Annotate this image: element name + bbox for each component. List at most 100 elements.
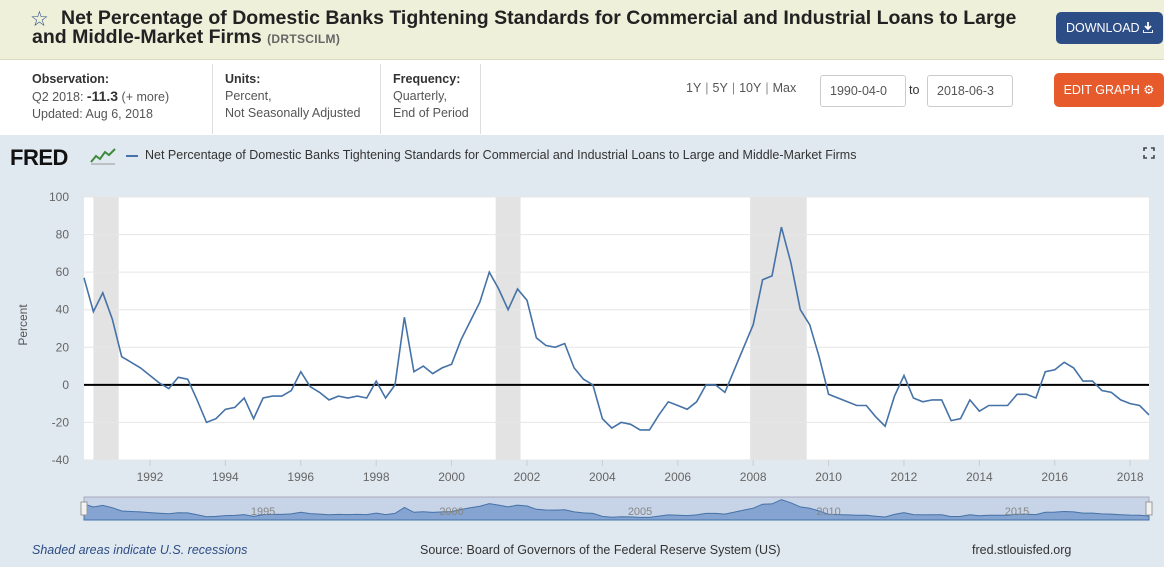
data-point (130, 361, 132, 363)
range-selector: 1Y | 5Y | 10Y | Max (686, 81, 797, 95)
x-tick-label: 1996 (287, 470, 314, 484)
edit-graph-button[interactable]: EDIT GRAPH ⚙ (1054, 73, 1164, 107)
data-point (337, 395, 339, 397)
range-10y[interactable]: 10Y (739, 81, 762, 95)
observation-value: -11.3 (86, 88, 119, 104)
recession-band-1 (495, 197, 521, 460)
site-link[interactable]: fred.stlouisfed.org (972, 543, 1072, 557)
data-point (1063, 361, 1065, 363)
data-point (488, 271, 490, 273)
frequency-block: Frequency: Quarterly, End of Period (380, 64, 481, 134)
observation-more-link[interactable]: (+ more) (121, 90, 170, 104)
x-tick-label: 2018 (1117, 470, 1144, 484)
navigator-right-handle[interactable] (1145, 501, 1153, 516)
data-point (780, 226, 782, 228)
range-max[interactable]: Max (772, 81, 797, 95)
data-point (761, 278, 763, 280)
legend-label: Net Percentage of Domestic Banks Tighten… (145, 148, 857, 162)
fred-logo-mark-icon (90, 147, 116, 165)
data-point (413, 371, 415, 373)
x-tick-label: 2004 (589, 470, 616, 484)
data-point (658, 414, 660, 416)
data-point (1129, 402, 1131, 404)
data-point (629, 423, 631, 425)
data-point (733, 369, 735, 371)
data-point (677, 404, 679, 406)
navigator-label: 2005 (628, 506, 652, 518)
data-point (874, 416, 876, 418)
y-tick-label: 40 (56, 303, 70, 317)
chart-area[interactable]: 100 80 60 40 20 0 -20 -40 1992 1994 1996 1998 2000 2… (0, 135, 1164, 535)
data-point (290, 389, 292, 391)
data-point (497, 288, 499, 290)
units-value-1: Percent, (225, 89, 272, 103)
y-tick-label: 80 (56, 228, 70, 242)
navigator-label: 1995 (251, 506, 275, 518)
data-point (884, 425, 886, 427)
data-point (1054, 369, 1056, 371)
data-point (639, 429, 641, 431)
data-point (743, 346, 745, 348)
y-tick-label: -40 (52, 453, 70, 467)
y-tick-label: 0 (62, 378, 69, 392)
data-point (196, 399, 198, 401)
data-point (988, 404, 990, 406)
data-point (1101, 389, 1103, 391)
data-point (139, 367, 141, 369)
data-point (243, 397, 245, 399)
data-point (827, 393, 829, 395)
navigator-label: 2015 (1005, 506, 1029, 518)
data-point (441, 367, 443, 369)
recession-band-2 (750, 197, 807, 460)
y-axis-label: Percent (16, 304, 30, 346)
end-date-input[interactable] (927, 75, 1013, 107)
data-point (724, 391, 726, 393)
data-point (92, 310, 94, 312)
frequency-value-2: End of Period (393, 106, 469, 120)
fullscreen-icon[interactable] (1143, 147, 1155, 159)
data-point (469, 320, 471, 322)
data-point (205, 421, 207, 423)
navigator-label: 2000 (439, 506, 463, 518)
observation-label: Observation: (32, 72, 110, 86)
x-tick-label: 2012 (891, 470, 918, 484)
legend-swatch (126, 155, 138, 157)
data-point (865, 404, 867, 406)
data-point (234, 406, 236, 408)
data-point (1072, 367, 1074, 369)
data-point (450, 363, 452, 365)
download-button[interactable]: DOWNLOAD (1056, 12, 1163, 44)
range-5y[interactable]: 5Y (712, 81, 728, 95)
title-band: ☆ Net Percentage of Domestic Banks Tight… (0, 0, 1164, 60)
data-point (460, 339, 462, 341)
x-tick-label: 2016 (1041, 470, 1068, 484)
y-tick-label: 20 (56, 340, 70, 354)
star-icon[interactable]: ☆ (30, 8, 49, 31)
data-point (111, 318, 113, 320)
data-point (356, 395, 358, 397)
data-point (545, 344, 547, 346)
range-1y[interactable]: 1Y (686, 81, 702, 95)
edit-graph-label: EDIT GRAPH (1063, 83, 1140, 97)
data-point (620, 421, 622, 423)
data-point (714, 384, 716, 386)
data-point (601, 417, 603, 419)
data-point (516, 288, 518, 290)
x-tick-label: 2008 (740, 470, 767, 484)
x-tick-label: 2006 (664, 470, 691, 484)
data-point (592, 384, 594, 386)
data-point (535, 337, 537, 339)
data-point (422, 365, 424, 367)
data-point (667, 401, 669, 403)
data-point (186, 378, 188, 380)
data-point (1035, 397, 1037, 399)
observation-period: Q2 2018: (32, 90, 84, 104)
data-point (262, 397, 264, 399)
data-point (252, 417, 254, 419)
data-point (922, 401, 924, 403)
data-point (507, 309, 509, 311)
navigator-left-handle[interactable] (80, 501, 88, 516)
data-point (1091, 380, 1093, 382)
start-date-input[interactable] (820, 75, 906, 107)
data-point (686, 408, 688, 410)
